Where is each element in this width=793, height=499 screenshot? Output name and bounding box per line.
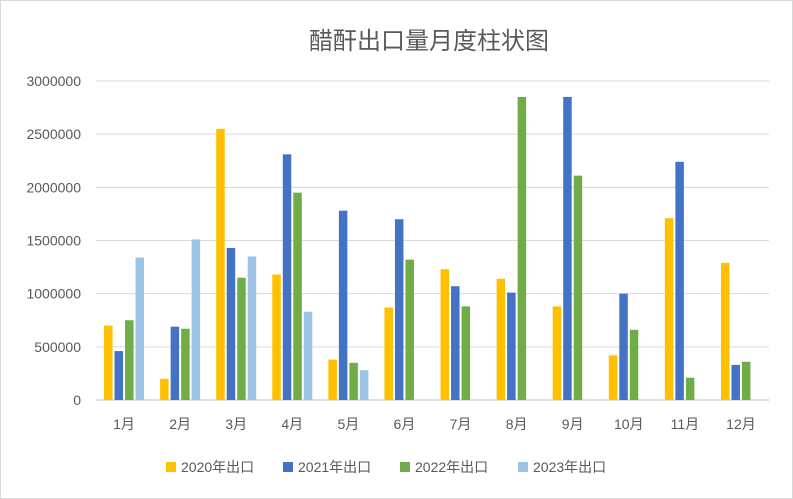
x-tick-label: 11月 bbox=[671, 416, 700, 432]
x-tick-label: 1月 bbox=[113, 416, 135, 432]
legend-swatch bbox=[166, 462, 176, 472]
x-tick-label: 2月 bbox=[169, 416, 191, 432]
legend-label: 2023年出口 bbox=[533, 459, 606, 475]
x-tick-label: 8月 bbox=[506, 416, 528, 432]
bar bbox=[293, 192, 302, 400]
bar bbox=[451, 286, 460, 400]
bar bbox=[282, 154, 292, 400]
x-tick-label: 10月 bbox=[614, 416, 644, 432]
bar bbox=[517, 96, 527, 400]
bar bbox=[685, 377, 695, 400]
legend: 2020年出口 2021年出口 2022年出口 2023年出口 bbox=[166, 459, 606, 475]
x-tick-label: 12月 bbox=[726, 416, 756, 432]
x-tick-label: 3月 bbox=[225, 416, 247, 432]
x-tick-label: 6月 bbox=[394, 416, 416, 432]
y-tick-label: 1500000 bbox=[26, 233, 81, 249]
y-tick-label: 2000000 bbox=[26, 179, 81, 195]
bar bbox=[619, 293, 628, 400]
legend-label: 2022年出口 bbox=[415, 459, 488, 475]
bar bbox=[247, 256, 257, 400]
bar bbox=[675, 161, 684, 400]
bar bbox=[237, 277, 246, 400]
bar bbox=[191, 239, 201, 400]
y-tick-label: 500000 bbox=[34, 339, 81, 355]
bar bbox=[384, 307, 393, 400]
bar bbox=[405, 259, 414, 400]
bar bbox=[125, 320, 134, 400]
y-tick-label: 0 bbox=[73, 392, 81, 408]
bar bbox=[338, 210, 348, 400]
x-tick-label: 7月 bbox=[450, 416, 472, 432]
x-tick-label: 5月 bbox=[337, 416, 359, 432]
bar bbox=[573, 175, 583, 400]
bar bbox=[664, 218, 674, 400]
bar bbox=[216, 128, 225, 400]
bar bbox=[328, 359, 337, 400]
y-tick-label: 1000000 bbox=[26, 286, 81, 302]
bar bbox=[226, 247, 236, 400]
legend-swatch bbox=[283, 462, 293, 472]
legend-label: 2021年出口 bbox=[298, 459, 371, 475]
bar bbox=[160, 378, 169, 400]
bar bbox=[507, 292, 516, 400]
gridlines bbox=[96, 80, 769, 401]
bar bbox=[629, 329, 639, 400]
bar bbox=[741, 361, 751, 400]
y-axis: 0 500000 1000000 1500000 2000000 2500000 30000… bbox=[26, 73, 81, 408]
bar bbox=[720, 262, 730, 400]
bars bbox=[104, 96, 751, 400]
bar bbox=[303, 311, 313, 400]
bar bbox=[181, 328, 190, 400]
x-axis: 1月 2月 3月 4月 5月 6月 7月 8月 9月 10月 11月 12月 bbox=[113, 416, 756, 432]
bar bbox=[394, 219, 404, 400]
bar bbox=[359, 370, 369, 400]
bar bbox=[608, 355, 618, 400]
bar bbox=[563, 96, 572, 400]
y-tick-label: 2500000 bbox=[26, 126, 81, 142]
legend-swatch bbox=[518, 462, 528, 472]
bar bbox=[440, 269, 450, 400]
bar bbox=[135, 257, 145, 400]
bar bbox=[349, 362, 358, 400]
bar bbox=[272, 274, 281, 400]
bar bbox=[552, 306, 562, 400]
bar bbox=[170, 326, 180, 400]
legend-swatch bbox=[400, 462, 410, 472]
bar bbox=[104, 325, 113, 400]
bar bbox=[114, 351, 124, 400]
bar bbox=[496, 278, 506, 400]
legend-label: 2020年出口 bbox=[181, 459, 254, 475]
x-tick-label: 4月 bbox=[281, 416, 303, 432]
bar bbox=[461, 306, 471, 400]
x-tick-label: 9月 bbox=[562, 416, 584, 432]
y-tick-label: 3000000 bbox=[26, 73, 81, 89]
bar bbox=[731, 364, 740, 400]
chart-title: 醋酐出口量月度柱状图 bbox=[309, 27, 549, 55]
